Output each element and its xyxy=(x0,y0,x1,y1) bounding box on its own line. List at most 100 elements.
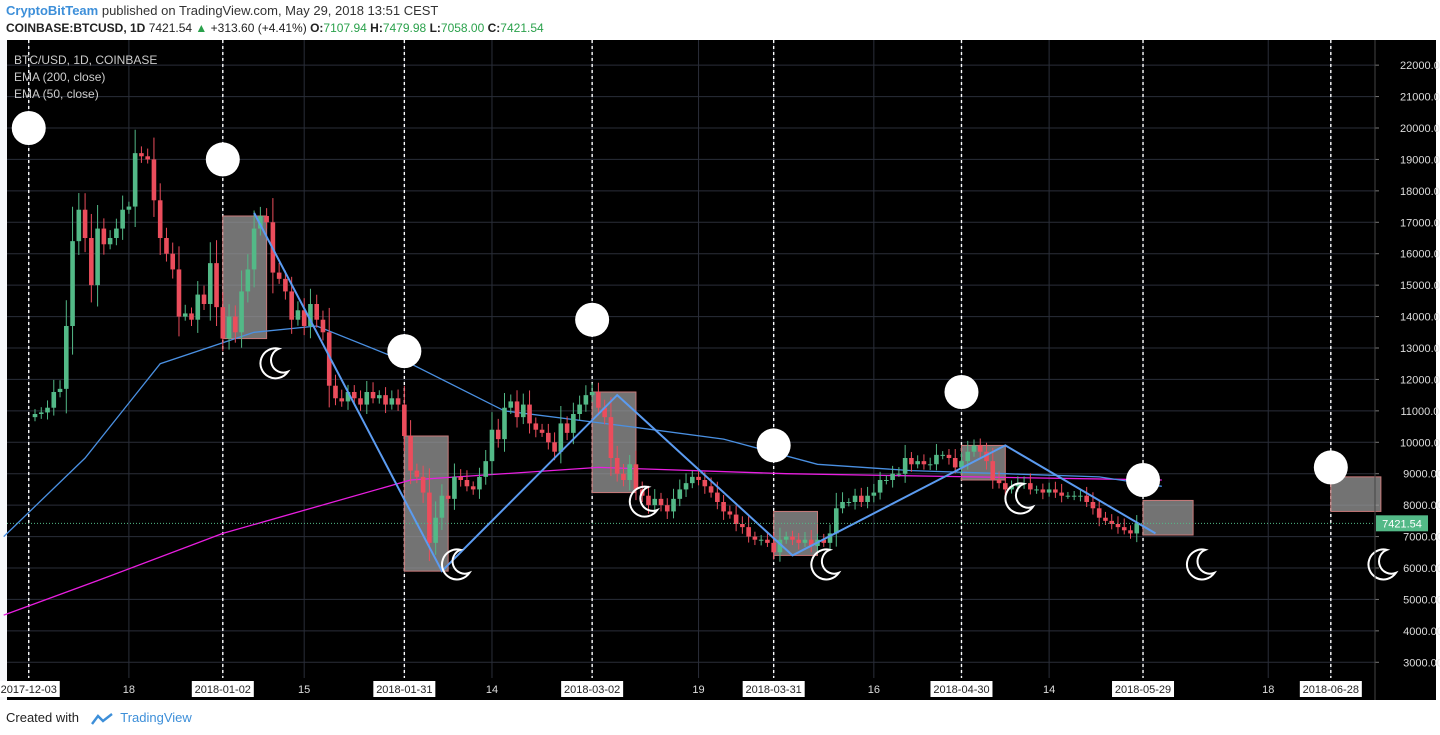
y-tick-label: 19000.00 xyxy=(1400,154,1440,166)
candle xyxy=(364,381,370,414)
candle-body xyxy=(827,533,833,543)
candle-body xyxy=(577,404,582,414)
candle-body xyxy=(652,498,658,506)
candle-body xyxy=(170,253,176,270)
candle xyxy=(596,382,601,416)
candle xyxy=(157,183,163,255)
candle-body xyxy=(602,407,607,418)
candle-body xyxy=(82,209,88,238)
candle-body xyxy=(433,517,438,543)
price-chart[interactable]: 3000.00 4000.00 5000.00 6000.00 7000.00 8000.… xyxy=(0,40,1440,700)
candle xyxy=(195,281,201,333)
y-tick-label: 11000.00 xyxy=(1400,406,1440,418)
candle-body xyxy=(45,407,50,413)
y-tick-label: 3000.00 xyxy=(1403,657,1440,669)
candle xyxy=(220,292,226,352)
y-tick-label: 10000.00 xyxy=(1400,437,1440,449)
candle xyxy=(927,457,933,470)
candle-body xyxy=(758,539,764,541)
highlight-box xyxy=(1330,476,1382,512)
candle-body xyxy=(708,486,714,493)
candle-body xyxy=(402,404,407,436)
candle xyxy=(258,206,263,236)
y-tick-label: 22000.00 xyxy=(1400,60,1440,72)
candle xyxy=(408,420,413,485)
candle-body xyxy=(940,454,945,456)
candle-body xyxy=(715,492,720,502)
candle-body xyxy=(176,269,182,317)
candle xyxy=(664,498,670,519)
candle xyxy=(458,469,463,487)
x-tick-label: 2018-04-30 xyxy=(933,684,989,696)
y-axis-panel xyxy=(1375,40,1436,700)
candle-body xyxy=(583,395,589,405)
candle xyxy=(1134,515,1140,543)
candle-body xyxy=(965,451,971,462)
candle xyxy=(189,307,194,326)
candle-body xyxy=(596,392,601,408)
candle-body xyxy=(539,429,545,433)
candle xyxy=(483,449,489,485)
candle-body xyxy=(533,423,539,430)
candle-body xyxy=(571,414,576,433)
candle-body xyxy=(358,398,363,405)
x-tick-box xyxy=(373,681,436,697)
candle-body xyxy=(452,476,457,499)
candle-body xyxy=(414,470,420,477)
x-tick-label: 2018-03-02 xyxy=(564,684,620,696)
candle xyxy=(295,301,301,326)
candle xyxy=(89,213,94,303)
candle-body xyxy=(621,473,626,480)
candle xyxy=(358,390,363,411)
candle-body xyxy=(890,473,895,480)
candle-body xyxy=(996,480,1002,484)
candle xyxy=(890,465,895,488)
candle xyxy=(589,383,595,402)
candle-body xyxy=(483,461,489,477)
candle-body xyxy=(233,316,238,333)
x-tick-label: 2017-12-03 xyxy=(1,684,57,696)
candle-body xyxy=(320,319,326,333)
candle xyxy=(264,208,269,229)
x-tick-label: 2018-05-29 xyxy=(1115,684,1171,696)
candle-body xyxy=(1065,495,1071,497)
y-tick-label: 13000.00 xyxy=(1400,343,1440,355)
candle xyxy=(783,531,789,544)
candle-body xyxy=(877,480,883,493)
y-tick-label: 14000.00 xyxy=(1400,312,1440,324)
legend-series: BTC/USD, 1D, COINBASE xyxy=(14,53,158,67)
candle-body xyxy=(508,401,514,408)
candle-body xyxy=(470,486,476,490)
tradingview-link[interactable]: TradingView xyxy=(120,710,192,725)
candle-body xyxy=(633,464,639,490)
full-moon-icon xyxy=(575,302,610,337)
candle xyxy=(915,455,920,469)
candle xyxy=(207,242,213,321)
candle-body xyxy=(865,495,870,502)
author-link[interactable]: CryptoBitTeam xyxy=(6,3,99,18)
low-value: 7058.00 xyxy=(440,21,485,35)
crescent-moon-icon xyxy=(628,485,660,518)
tradingview-logo-icon xyxy=(90,712,113,725)
candle-body xyxy=(884,480,889,481)
candle xyxy=(884,475,889,485)
candle xyxy=(38,407,44,419)
candle xyxy=(621,463,626,487)
full-moon-icon xyxy=(205,142,240,177)
candle xyxy=(314,294,319,328)
candle xyxy=(896,467,902,477)
candle xyxy=(646,485,651,514)
candle-body xyxy=(1128,530,1133,534)
candle xyxy=(1096,501,1102,527)
candle xyxy=(527,390,532,434)
open-value: 7107.94 xyxy=(323,21,367,35)
y-tick-label: 12000.00 xyxy=(1400,374,1440,386)
candle xyxy=(846,498,852,507)
candle xyxy=(1046,482,1052,497)
candle-body xyxy=(489,429,495,462)
candle xyxy=(840,492,845,514)
candle-body xyxy=(833,508,839,534)
candle-body xyxy=(345,392,351,402)
candle xyxy=(477,467,482,499)
low-label: L: xyxy=(429,21,441,35)
